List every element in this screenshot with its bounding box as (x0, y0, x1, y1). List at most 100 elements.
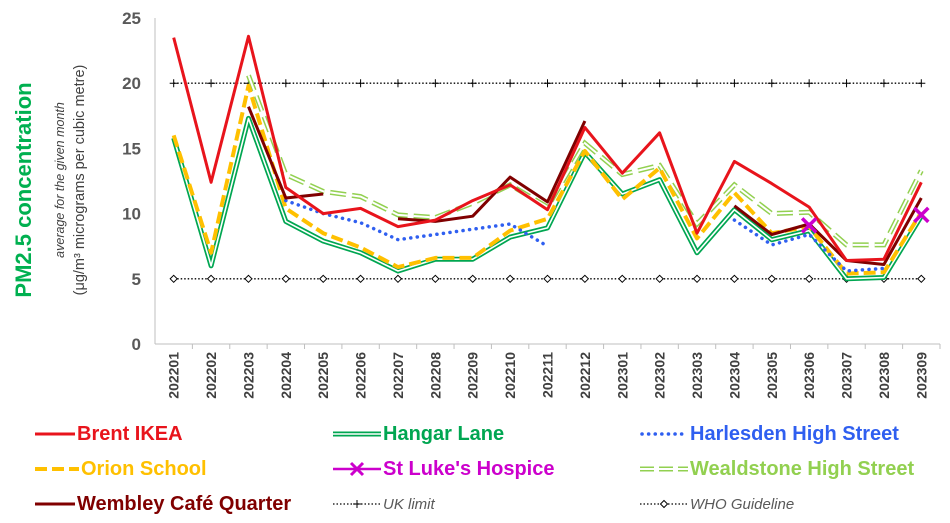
data-point (580, 274, 590, 284)
series-orion-school (171, 83, 923, 276)
data-point (767, 79, 776, 88)
series-line-inner (247, 75, 923, 246)
series-harlesden-high-street (284, 198, 886, 273)
legend-label-uk-limit: UK limit (383, 495, 435, 513)
legend-label-st-lukes: St Luke's Hospice (383, 457, 555, 480)
series-uk-limit (169, 79, 926, 88)
y-tick-label: 20 (122, 74, 141, 93)
x-tick-label: 202301 (614, 352, 630, 399)
x-tick-label: 202212 (577, 352, 593, 399)
data-point (244, 274, 253, 284)
legend-item-st-lukes: St Luke's Hospice (333, 456, 554, 482)
data-point (431, 274, 440, 284)
legend-swatch-st-lukes (333, 461, 381, 477)
legend-item-wembley: Wembley Café Quarter (35, 491, 291, 517)
data-point (804, 274, 814, 284)
y-axis-subtitle: average for the given month (53, 102, 67, 258)
data-point (206, 274, 216, 284)
x-tick-label: 202307 (839, 352, 855, 399)
chart-plot: 0 5 10 15 20 25 202201 202202 202203 202204 202205… (122, 9, 941, 399)
legend-label-who-guideline: WHO Guideline (690, 495, 795, 513)
data-point (393, 274, 403, 284)
x-tick-label: 202203 (240, 352, 256, 399)
chart-legend: Brent IKEA Hangar Lane Harlesden High St… (0, 420, 950, 523)
x-tick-label: 202201 (166, 352, 182, 399)
data-point (805, 79, 814, 88)
data-point (468, 274, 477, 284)
series-line (172, 34, 923, 262)
legend-swatch-who-guideline (640, 499, 688, 509)
series-brent-ikea (172, 34, 923, 262)
x-tick-label: 202308 (876, 352, 892, 399)
legend-item-hangar-lane: Hangar Lane (333, 421, 504, 447)
legend-label-hangar-lane: Hangar Lane (383, 422, 505, 445)
data-point (655, 79, 664, 88)
y-tick-label: 5 (132, 270, 141, 289)
x-tick-label: 202210 (502, 352, 518, 399)
legend-swatch-wealdstone (640, 466, 688, 472)
data-point (281, 79, 290, 88)
series-line (247, 106, 324, 200)
x-tick-label: 202204 (278, 352, 294, 399)
data-point (393, 79, 402, 88)
data-point (506, 79, 515, 88)
legend-swatch-harlesden (640, 432, 688, 436)
x-tick-label: 202209 (465, 352, 481, 399)
y-tick-label: 15 (122, 139, 141, 158)
data-point (169, 79, 178, 88)
x-tick-label: 202309 (913, 352, 929, 399)
data-point (319, 79, 328, 88)
x-tick-label: 202304 (726, 352, 742, 399)
y-tick-label: 0 (132, 335, 141, 354)
legend-item-orion-school: Orion School (35, 456, 207, 482)
y-tick-label: 10 (122, 205, 141, 224)
data-point (767, 274, 776, 284)
data-point (207, 79, 216, 88)
legend-swatch-uk-limit (333, 500, 381, 508)
series-st-luke-s-hospice (800, 206, 930, 234)
legend-item-wealdstone: Wealdstone High Street (640, 456, 914, 482)
data-point (879, 79, 888, 88)
data-point (913, 206, 930, 224)
data-point (319, 274, 328, 284)
series-line (171, 83, 923, 276)
legend-label-harlesden: Harlesden High Street (690, 422, 899, 445)
data-point (580, 79, 589, 88)
series-who-guideline (169, 274, 926, 284)
legend-item-harlesden: Harlesden High Street (640, 421, 899, 447)
series-line (733, 197, 923, 266)
x-tick-label: 202206 (353, 352, 369, 399)
data-point (842, 79, 851, 88)
legend-label-wembley: Wembley Café Quarter (77, 492, 292, 515)
legend-item-brent-ikea: Brent IKEA (35, 421, 183, 447)
data-point (917, 274, 926, 284)
series-wealdstone-high-street (246, 74, 924, 248)
x-tick-label: 202305 (764, 352, 780, 399)
x-tick-label: 202306 (801, 352, 817, 399)
series-hangar-lane (171, 115, 924, 282)
x-tick-label: 202302 (652, 352, 668, 399)
legend-label-orion-school: Orion School (81, 457, 207, 480)
x-tick-label: 202205 (315, 352, 331, 399)
data-point (356, 274, 365, 284)
legend-label-brent-ikea: Brent IKEA (77, 422, 183, 445)
legend-swatch-wembley (35, 502, 75, 506)
data-point (468, 79, 477, 88)
data-point (693, 79, 702, 88)
data-point (281, 274, 291, 284)
x-tick-label: 202208 (427, 352, 443, 399)
data-point (618, 274, 627, 284)
data-point (655, 274, 664, 284)
x-tick-label: 202211 (540, 352, 556, 398)
data-point (356, 79, 365, 88)
data-point (431, 79, 440, 88)
legend-label-wealdstone: Wealdstone High Street (690, 457, 915, 480)
legend-item-uk-limit: UK limit (333, 491, 435, 517)
data-point (692, 274, 702, 284)
data-point (618, 79, 627, 88)
x-tick-label: 202202 (203, 352, 219, 399)
data-point (543, 274, 552, 284)
legend-swatch-brent-ikea (35, 432, 75, 436)
y-tick-label: 25 (122, 9, 141, 28)
data-point (730, 79, 739, 88)
